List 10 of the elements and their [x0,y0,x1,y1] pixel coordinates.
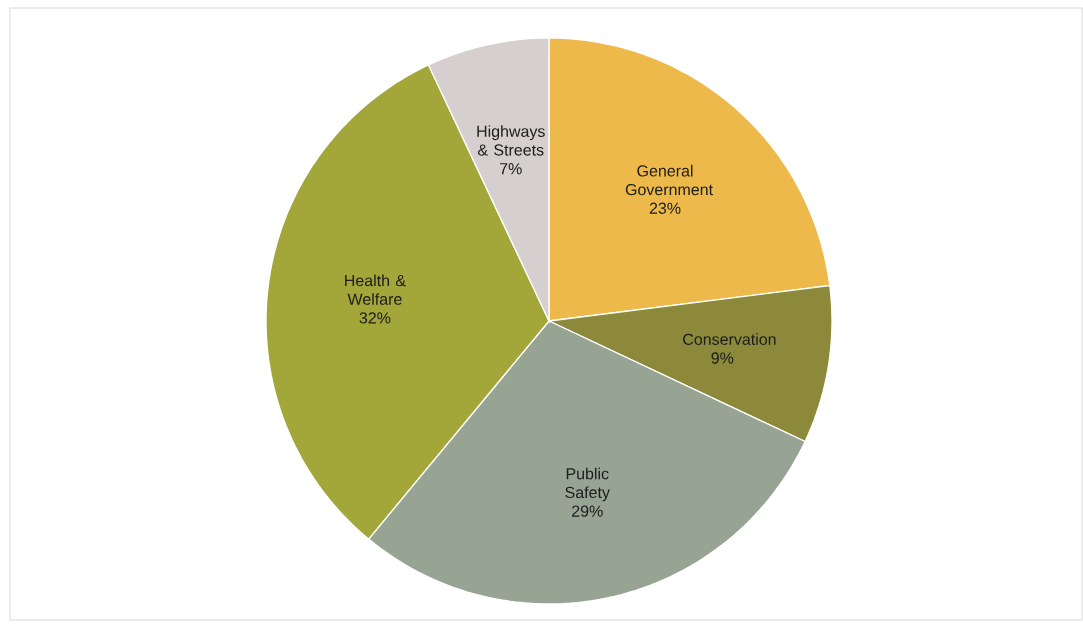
data-label: 23% [649,202,681,214]
data-label: 9% [711,352,734,364]
data-label: 7% [500,163,522,175]
slice-label: General Government [625,164,713,196]
slice-label: Conservation [683,333,776,345]
data-label: 32% [359,312,391,324]
slice-label: Highways & Streets [477,125,545,156]
slice-label: Health & Welfare [345,274,406,305]
slice-label: Public Safety [565,467,610,502]
data-label: 29% [572,505,603,517]
